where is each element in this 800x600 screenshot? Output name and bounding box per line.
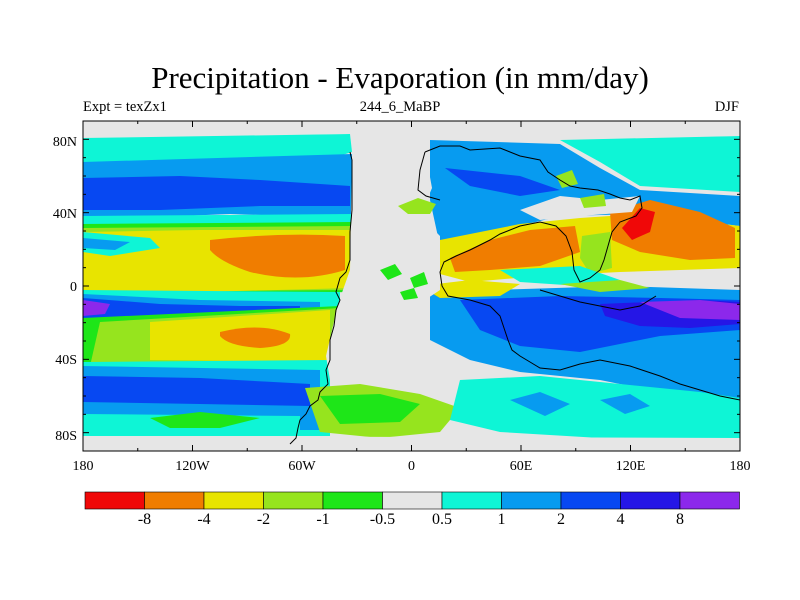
precip-evap-field bbox=[83, 121, 740, 451]
colorbar-swatch bbox=[679, 491, 740, 510]
gondwana-green-2 bbox=[320, 394, 420, 424]
y-tick-80s: 80S bbox=[55, 429, 77, 444]
colorbar-swatch bbox=[144, 491, 205, 510]
experiment-label: Expt = texZx1 bbox=[83, 99, 167, 115]
ne-grey-land bbox=[520, 196, 640, 220]
colorbar-label: 4 bbox=[617, 511, 625, 528]
colorbar-swatch bbox=[263, 491, 324, 510]
colorbar-label: -4 bbox=[197, 511, 210, 528]
itcz-purple bbox=[83, 300, 110, 316]
x-tick-120e: 120E bbox=[616, 459, 646, 474]
strop-orange bbox=[220, 327, 291, 348]
x-tick-60e: 60E bbox=[510, 459, 533, 474]
colorbar-label: 8 bbox=[676, 511, 684, 528]
y-tick-80n: 80N bbox=[53, 135, 77, 150]
x-tick-180e: 180 bbox=[730, 459, 751, 474]
tethys-n-blue bbox=[445, 168, 560, 196]
colorbar-label: 2 bbox=[557, 511, 565, 528]
colorbar-swatch bbox=[84, 491, 145, 510]
band-s-blue bbox=[83, 376, 310, 406]
interior-cyan-strip bbox=[500, 266, 620, 286]
tethys-s-purple bbox=[640, 300, 740, 320]
colorbar-label: 1 bbox=[498, 511, 506, 528]
y-tick-40n: 40N bbox=[53, 207, 77, 222]
colorbar-label: -1 bbox=[316, 511, 329, 528]
colorbar-label: -0.5 bbox=[370, 511, 395, 528]
coastline-south-land bbox=[539, 289, 657, 311]
interior-green-ne bbox=[580, 232, 612, 274]
colorbar-swatch bbox=[441, 491, 502, 510]
colorbar-label: -2 bbox=[257, 511, 270, 528]
interior-orange bbox=[450, 226, 580, 272]
gondwana-lightblue-patch-2 bbox=[600, 394, 650, 414]
season-label: DJF bbox=[714, 99, 739, 115]
y-tick-40s: 40S bbox=[55, 353, 77, 368]
x-tick-120w: 120W bbox=[175, 459, 210, 474]
axis-ticks bbox=[82, 121, 741, 451]
tethys-n-cyan bbox=[560, 136, 740, 192]
colorbar-swatch bbox=[560, 491, 621, 510]
band-s-green-bits bbox=[150, 412, 260, 428]
tethys-n-light-blue bbox=[430, 140, 740, 250]
colorbar-swatch bbox=[322, 491, 383, 510]
south-polar-grey bbox=[83, 436, 740, 451]
islands-speckle bbox=[380, 264, 428, 300]
y-tick-0: 0 bbox=[70, 280, 77, 295]
colorbar-swatch bbox=[501, 491, 562, 510]
coastline-tethys-north bbox=[424, 145, 740, 401]
north-polar-grey bbox=[83, 121, 740, 140]
east-sub-green bbox=[560, 280, 650, 292]
gondwana-cyan bbox=[450, 376, 740, 438]
colorbar-label: -8 bbox=[138, 511, 151, 528]
ntrop-orange bbox=[210, 234, 345, 278]
run-id-label: 244_6_MaBP bbox=[359, 99, 441, 115]
colorbar-swatch bbox=[620, 491, 681, 510]
colorbar bbox=[84, 491, 740, 510]
interior-red bbox=[622, 208, 655, 240]
x-tick-0: 0 bbox=[408, 459, 415, 474]
colorbar-label: 0.5 bbox=[432, 511, 452, 528]
gondwana-lightblue-patch bbox=[510, 392, 570, 416]
ntrop-blue-west bbox=[83, 238, 130, 250]
band-n-blue bbox=[83, 176, 350, 210]
plot-title: Precipitation - Evaporation (in mm/day) bbox=[151, 60, 649, 95]
green-islands bbox=[398, 170, 606, 214]
coastline-pangaea-west bbox=[289, 151, 353, 445]
x-tick-180w: 180 bbox=[73, 459, 94, 474]
colorbar-swatch bbox=[203, 491, 264, 510]
east-sub-yellow bbox=[420, 280, 520, 298]
colorbar-swatch bbox=[382, 491, 443, 510]
coastline-tethys-arm bbox=[417, 151, 441, 201]
coastline bbox=[289, 145, 740, 445]
x-tick-60w: 60W bbox=[288, 459, 316, 474]
